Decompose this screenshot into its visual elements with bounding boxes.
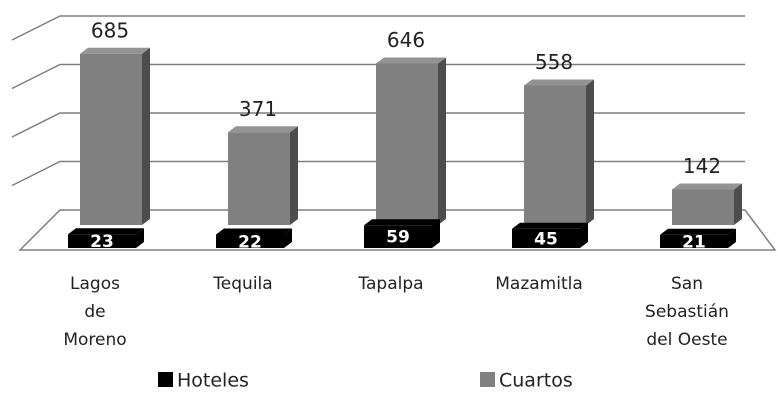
bar-front: [228, 132, 290, 225]
bar-side: [728, 228, 736, 248]
bar-side: [734, 183, 742, 225]
bar: [364, 219, 440, 248]
bar-top: [228, 126, 298, 133]
bar-front: [216, 234, 284, 248]
x-tick-label: Tequila: [212, 274, 272, 294]
legend-swatch: [158, 372, 173, 387]
value-label: 558: [535, 50, 573, 74]
grid-line: [11, 63, 745, 90]
bar-top: [512, 222, 588, 229]
bar: [216, 228, 292, 248]
value-label: 371: [239, 97, 277, 121]
bar-side: [586, 79, 594, 225]
bar-front: [364, 225, 432, 248]
value-label: 22: [238, 232, 262, 252]
grid-line: [11, 160, 745, 187]
grid-line: [11, 15, 745, 41]
bar-side: [290, 126, 298, 225]
bar: [68, 228, 144, 248]
bar-side: [136, 228, 144, 248]
bar-front: [376, 63, 438, 225]
bar: [660, 228, 736, 248]
value-label: 23: [90, 232, 114, 252]
bar-top: [68, 228, 144, 235]
bar-top: [364, 219, 440, 226]
bar: [376, 57, 446, 225]
x-tick-label: Mazamitla: [495, 274, 583, 294]
bar-front: [660, 234, 728, 248]
bar: [524, 79, 594, 225]
bar-top: [524, 79, 594, 86]
bar-front: [524, 85, 586, 225]
legend-label: Hoteles: [177, 370, 249, 392]
value-label: 45: [534, 229, 558, 249]
bar: [512, 222, 588, 248]
bar-top: [672, 183, 742, 190]
legend-swatch: [480, 372, 495, 387]
bar: [672, 183, 742, 225]
bar-side: [432, 219, 440, 248]
value-label: 59: [386, 228, 410, 248]
bar: [228, 126, 298, 225]
bar-front: [512, 228, 580, 248]
bar-top: [80, 47, 150, 54]
x-tick-label: Lagos de Moreno: [63, 274, 126, 350]
value-label: 646: [387, 28, 425, 52]
bar-top: [376, 57, 446, 64]
grid-line: [11, 112, 745, 138]
legend-label: Cuartos: [499, 370, 573, 392]
bar-top: [660, 228, 736, 235]
bar: [80, 47, 150, 225]
bar-side: [438, 57, 446, 225]
value-label: 142: [683, 154, 721, 178]
bar-side: [284, 228, 292, 248]
value-label: 21: [682, 232, 706, 252]
bar-side: [142, 47, 150, 225]
bar-front: [80, 53, 142, 225]
x-tick-label: San Sebastián del Oeste: [645, 274, 729, 350]
bar-front: [68, 234, 136, 248]
bar-front: [672, 189, 734, 225]
bar-top: [216, 228, 292, 235]
bar-side: [580, 222, 588, 248]
x-tick-label: Tapalpa: [357, 274, 423, 294]
value-label: 685: [91, 18, 129, 42]
